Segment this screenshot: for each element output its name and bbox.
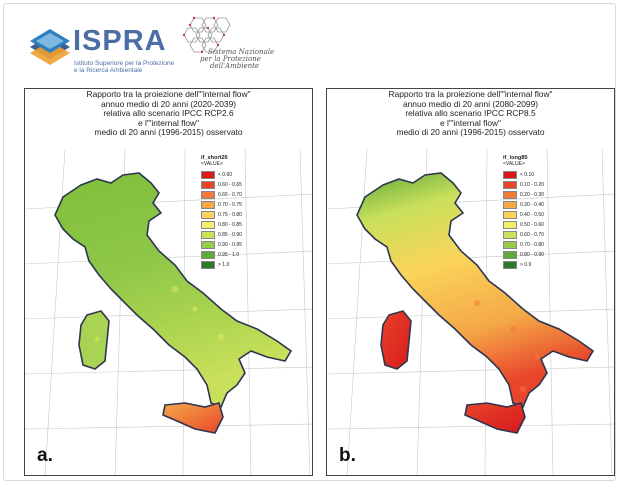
legend-label: 0.70 - 0.75 bbox=[218, 202, 242, 208]
panel-letter-b: b. bbox=[339, 445, 356, 466]
legend-swatch bbox=[201, 201, 215, 209]
legend-entry: 0.85 - 0.90 bbox=[201, 230, 242, 240]
legend-entry: 0.75 - 0.80 bbox=[201, 210, 242, 220]
map-title-line: medio di 20 anni (1996-2015) osservato bbox=[396, 127, 545, 138]
legend-entry: 0.50 - 0.60 bbox=[503, 220, 544, 230]
map-title-line: annuo medio di 20 anni (2020-2039) bbox=[100, 98, 237, 109]
legend-entry: 0.60 - 0.65 bbox=[201, 180, 242, 190]
snpa-hexagon-logo-icon bbox=[182, 16, 231, 54]
legend-label: 0.90 - 0.95 bbox=[218, 242, 242, 248]
legend-title: if_long85 bbox=[503, 155, 528, 161]
legend-swatch bbox=[503, 231, 517, 239]
panel-letter-a: a. bbox=[37, 445, 53, 466]
ispra-logo-icon bbox=[30, 29, 70, 65]
legend-label: 0.75 - 0.80 bbox=[218, 212, 242, 218]
legend-swatch bbox=[503, 201, 517, 209]
legend-swatch bbox=[503, 191, 517, 199]
legend-label: 0.10 - 0.20 bbox=[520, 182, 544, 188]
map-title-line: relativa allo scenario IPCC RCP8.5 bbox=[405, 108, 536, 119]
legend-swatch bbox=[201, 251, 215, 259]
legend-swatch bbox=[201, 221, 215, 229]
legend-label: 0.60 - 0.70 bbox=[520, 232, 544, 238]
legend-swatch bbox=[503, 261, 517, 269]
legend-swatch bbox=[201, 211, 215, 219]
legend-rows: < 0.60 0.60 - 0.65 0.65 - 0.70 0.70 - 0.75 0… bbox=[201, 170, 242, 270]
legend-subtitle: <VALUE> bbox=[503, 161, 525, 167]
map-title-line: medio di 20 anni (1996-2015) osservato bbox=[94, 127, 243, 138]
legend-swatch bbox=[503, 241, 517, 249]
legend-entry: > 1.0 bbox=[201, 260, 242, 270]
snpa-line: per la Protezione bbox=[200, 55, 261, 63]
legend-entry: 0.65 - 0.70 bbox=[201, 190, 242, 200]
legend-swatch bbox=[503, 181, 517, 189]
map-title-line: Rapporto tra la proiezione dell'"interna… bbox=[86, 89, 251, 99]
legend-label: < 0.60 bbox=[218, 172, 233, 178]
map-title-b: Rapporto tra la proiezione dell'"interna… bbox=[327, 89, 614, 138]
legend-entry: 0.95 - 1.0 bbox=[201, 250, 242, 260]
legend-entry: 0.30 - 0.40 bbox=[503, 200, 544, 210]
legend-entry: 0.80 - 0.90 bbox=[503, 250, 544, 260]
map-panel-b: Rapporto tra la proiezione dell'"interna… bbox=[326, 88, 615, 476]
legend-swatch bbox=[201, 241, 215, 249]
legend-rows: < 0.10 0.10 - 0.20 0.20 - 0.30 0.30 - 0.40 0… bbox=[503, 170, 544, 270]
ispra-subtitle-line: e la Ricerca Ambientale bbox=[74, 67, 143, 74]
legend-entry: 0.60 - 0.70 bbox=[503, 230, 544, 240]
legend-label: 0.80 - 0.85 bbox=[218, 222, 242, 228]
snpa-text: Sistema Nazionale per la Protezione dell… bbox=[200, 49, 274, 70]
legend-entry: 0.10 - 0.20 bbox=[503, 180, 544, 190]
snpa-line: Sistema Nazionale bbox=[208, 48, 275, 56]
legend-swatch bbox=[201, 231, 215, 239]
legend-label: 0.80 - 0.90 bbox=[520, 252, 544, 258]
legend-entry: < 0.10 bbox=[503, 170, 544, 180]
legend-label: < 0.10 bbox=[520, 172, 535, 178]
ispra-name: ISPRA bbox=[73, 25, 167, 57]
legend-title: if_short26 bbox=[201, 155, 228, 161]
map-title-a: Rapporto tra la proiezione dell'"interna… bbox=[25, 89, 312, 138]
legend-swatch bbox=[201, 181, 215, 189]
legend-entry: 0.70 - 0.80 bbox=[503, 240, 544, 250]
map-title-line: e l'"internal flow" bbox=[137, 117, 200, 128]
legend-entry: > 0.9 bbox=[503, 260, 544, 270]
legend-label: 0.40 - 0.50 bbox=[520, 212, 544, 218]
map-legend-a: if_short26 <VALUE> < 0.60 0.60 - 0.65 0.65… bbox=[201, 155, 242, 270]
legend-subtitle: <VALUE> bbox=[201, 161, 223, 167]
map-title-line: relativa allo scenario IPCC RCP2.6 bbox=[103, 108, 234, 119]
legend-label: 0.85 - 0.90 bbox=[218, 232, 242, 238]
legend-label: > 0.9 bbox=[520, 262, 532, 268]
legend-label: 0.70 - 0.80 bbox=[520, 242, 544, 248]
figure-frame: ISPRA Istituto Superiore per la Protezio… bbox=[3, 3, 616, 481]
legend-swatch bbox=[503, 171, 517, 179]
italy-map-a bbox=[25, 148, 312, 475]
legend-label: 0.50 - 0.60 bbox=[520, 222, 544, 228]
map-panel-a: Rapporto tra la proiezione dell'"interna… bbox=[24, 88, 313, 476]
legend-label: > 1.0 bbox=[218, 262, 230, 268]
legend-label: 0.95 - 1.0 bbox=[218, 252, 240, 258]
legend-swatch bbox=[503, 251, 517, 259]
legend-swatch bbox=[503, 221, 517, 229]
legend-entry: 0.40 - 0.50 bbox=[503, 210, 544, 220]
legend-label: 0.60 - 0.65 bbox=[218, 182, 242, 188]
italy-map-b bbox=[327, 148, 614, 475]
legend-entry: 0.80 - 0.85 bbox=[201, 220, 242, 230]
snpa-line: dell'Ambiente bbox=[210, 62, 260, 70]
ispra-subtitle-line: Istituto Superiore per la Protezione bbox=[74, 60, 175, 67]
legend-swatch bbox=[201, 171, 215, 179]
legend-swatch bbox=[503, 211, 517, 219]
legend-entry: 0.20 - 0.30 bbox=[503, 190, 544, 200]
legend-swatch bbox=[201, 191, 215, 199]
legend-entry: 0.90 - 0.95 bbox=[201, 240, 242, 250]
legend-swatch bbox=[201, 261, 215, 269]
map-title-line: annuo medio di 20 anni (2080-2099) bbox=[402, 98, 539, 109]
legend-label: 0.20 - 0.30 bbox=[520, 192, 544, 198]
legend-label: 0.30 - 0.40 bbox=[520, 202, 544, 208]
map-title-line: e l'"internal flow" bbox=[439, 117, 502, 128]
legend-entry: < 0.60 bbox=[201, 170, 242, 180]
ispra-subtitle: Istituto Superiore per la Protezione e l… bbox=[74, 60, 174, 74]
legend-entry: 0.70 - 0.75 bbox=[201, 200, 242, 210]
map-title-line: Rapporto tra la proiezione dell'"interna… bbox=[388, 89, 553, 99]
legend-label: 0.65 - 0.70 bbox=[218, 192, 242, 198]
map-legend-b: if_long85 <VALUE> < 0.10 0.10 - 0.20 0.20 … bbox=[503, 155, 544, 270]
